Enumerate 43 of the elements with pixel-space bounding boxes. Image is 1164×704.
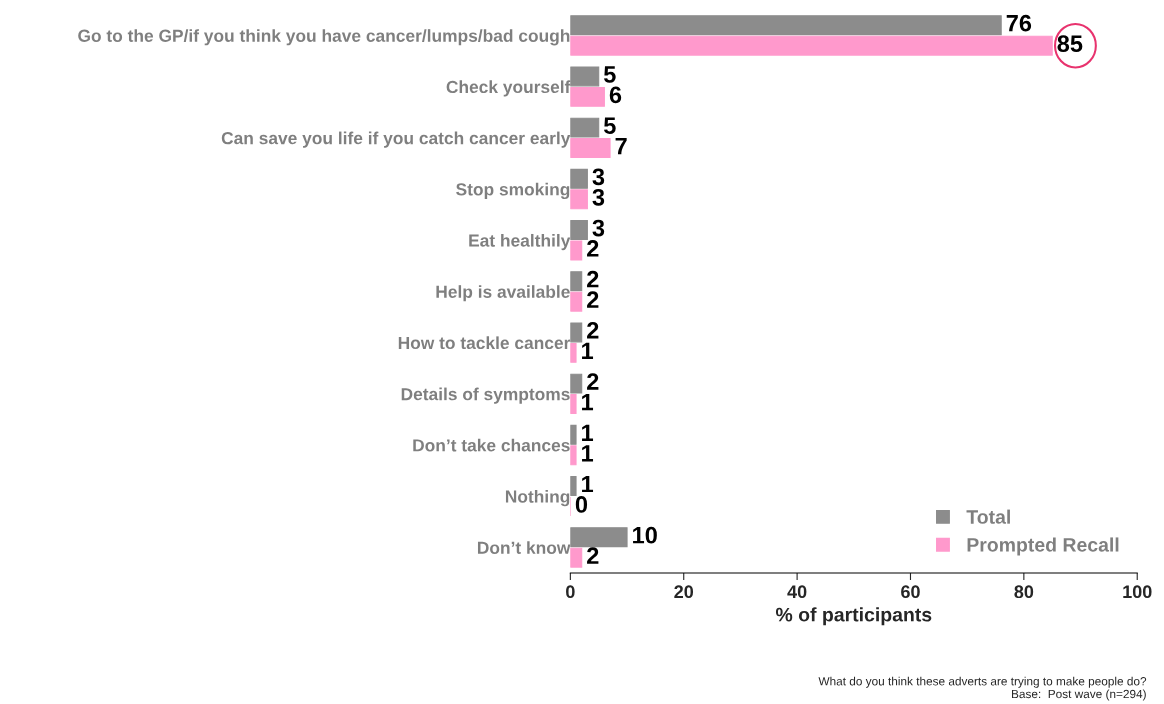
data-label: 5 bbox=[603, 66, 616, 83]
data-label: 76 bbox=[1006, 14, 1032, 32]
data-label: 5 bbox=[603, 117, 616, 134]
data-label: 1 bbox=[582, 393, 594, 411]
x-tick-label: 100 bbox=[1123, 585, 1152, 599]
data-label: 1 bbox=[582, 342, 594, 359]
data-label: 7 bbox=[615, 137, 627, 155]
y-tick-label: Go to the GP/if you think you have cancer/lumps/bad cough bbox=[78, 29, 570, 46]
data-label: 6 bbox=[609, 86, 622, 104]
y-tick-label: How to tackle cancer bbox=[398, 336, 571, 350]
data-label: 3 bbox=[592, 219, 605, 237]
data-label: 2 bbox=[587, 373, 599, 390]
data-label: 1 bbox=[582, 424, 594, 441]
data-label: 2 bbox=[587, 291, 599, 308]
y-tick-label: Eat healthily bbox=[469, 233, 571, 251]
x-axis-title: % of participants bbox=[775, 607, 932, 626]
data-label: 2 bbox=[587, 270, 599, 288]
data-label: 2 bbox=[587, 322, 599, 339]
y-tick-label: Don’t know bbox=[477, 541, 571, 554]
y-tick-label: Nothing bbox=[505, 489, 570, 507]
data-label: 0 bbox=[575, 496, 588, 513]
y-tick-label: Details of symptoms bbox=[401, 387, 570, 404]
x-tick-label: 80 bbox=[1014, 585, 1034, 599]
data-label: 1 bbox=[582, 445, 594, 462]
data-label: 10 bbox=[633, 526, 657, 544]
data-label: 85 bbox=[1057, 35, 1083, 53]
legend-label: Total bbox=[966, 509, 1010, 524]
data-label: 2 bbox=[587, 240, 599, 257]
data-label: 2 bbox=[587, 547, 599, 564]
data-label: 3 bbox=[592, 188, 605, 206]
legend-label: Prompted Recall bbox=[967, 537, 1119, 556]
y-tick-label: Don’t take chances bbox=[413, 438, 570, 452]
x-tick-label: 20 bbox=[674, 585, 694, 599]
text: What do you think these adverts are trying to make people do? Base: Post wave (n=294) bbox=[818, 676, 1147, 701]
y-tick-label: Can save you life if you catch cancer early bbox=[221, 131, 571, 148]
y-tick-label: Help is available bbox=[436, 285, 570, 302]
data-label: 1 bbox=[582, 475, 594, 493]
x-tick-label: 60 bbox=[901, 585, 920, 599]
y-tick-label: Check yourself bbox=[446, 80, 571, 97]
x-tick-label: 40 bbox=[787, 585, 807, 599]
x-tick-label: 0 bbox=[566, 585, 575, 599]
y-tick-label: Stop smoking bbox=[456, 182, 570, 200]
data-label: 3 bbox=[592, 168, 605, 186]
